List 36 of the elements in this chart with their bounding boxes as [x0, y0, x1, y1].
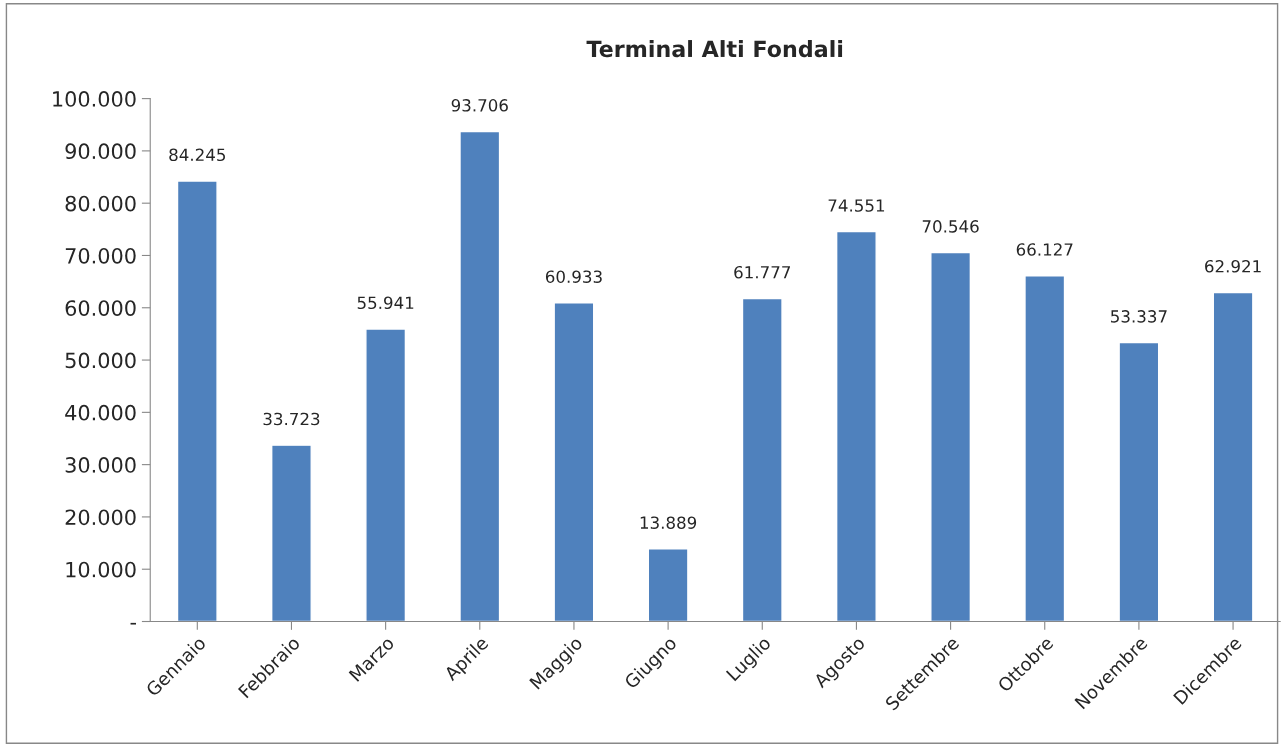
y-tick-label: 90.000: [65, 143, 136, 160]
y-tick-label: 40.000: [65, 404, 136, 421]
bar: [1118, 341, 1160, 622]
data-label: 62.921: [1205, 259, 1261, 273]
bar: [741, 297, 783, 622]
y-tick-label: 10.000: [66, 561, 136, 578]
data-label: 13.889: [640, 516, 697, 529]
y-tick-label: 70.000: [65, 247, 136, 264]
bar: [930, 251, 972, 622]
bar: [176, 180, 218, 622]
data-label: 84.245: [169, 148, 226, 162]
y-tick-label: 80.000: [65, 195, 136, 212]
bar: [553, 302, 595, 622]
chart-title: Terminal Alti Fondali: [586, 40, 843, 58]
y-tick-label: 50.000: [65, 352, 136, 369]
data-label: 53.337: [1111, 310, 1167, 323]
bar: [365, 328, 407, 622]
data-label: 66.127: [1016, 243, 1073, 256]
y-tick-label: -: [130, 622, 137, 625]
bar: [1024, 275, 1066, 622]
y-tick-label: 60.000: [65, 300, 136, 316]
bar: [647, 548, 689, 622]
data-label: 93.706: [451, 99, 508, 112]
data-label: 33.723: [263, 412, 320, 426]
bar: [835, 230, 877, 622]
data-label: 55.941: [357, 296, 414, 310]
data-label: 60.933: [545, 270, 602, 283]
data-label: 74.551: [828, 199, 885, 212]
y-tick-label: 30.000: [65, 457, 136, 473]
y-tick-label: 100.000: [53, 91, 136, 107]
y-tick-label: 20.000: [65, 509, 136, 526]
data-label: 70.546: [922, 220, 979, 233]
bar: [270, 444, 312, 622]
data-label: 61.777: [734, 265, 790, 279]
bar: [459, 130, 501, 622]
bar: [1212, 291, 1254, 622]
